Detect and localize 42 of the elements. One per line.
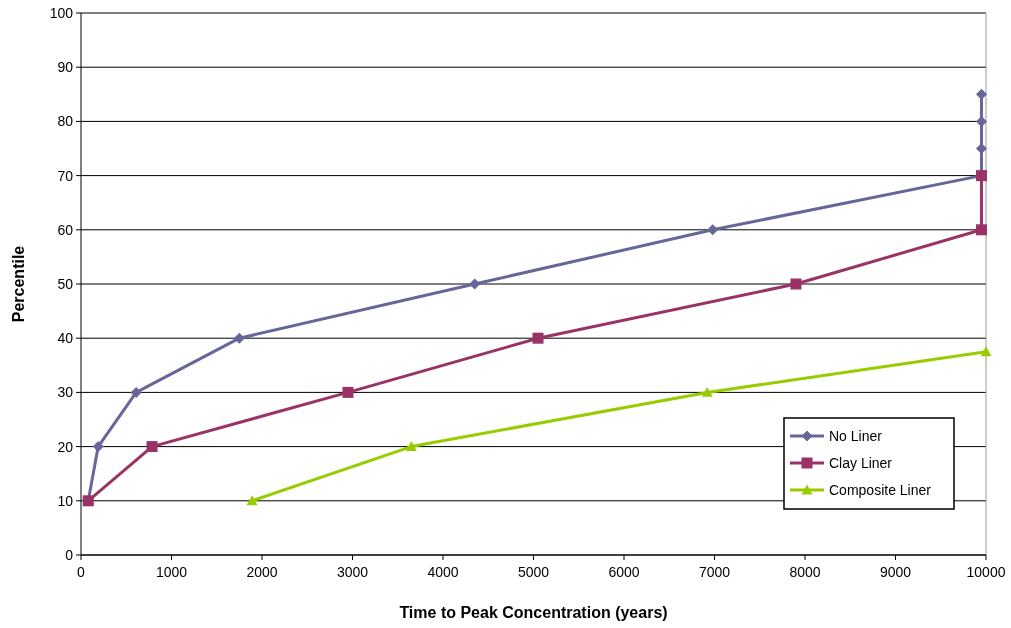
- point: [469, 278, 481, 290]
- y-tick-label: 60: [57, 221, 74, 238]
- x-tick-label: 8000: [789, 564, 821, 580]
- y-tick-label: 50: [57, 275, 74, 292]
- x-tick-label: 5000: [517, 564, 550, 580]
- point: [405, 441, 417, 451]
- x-tick-label: 6000: [608, 564, 640, 580]
- point: [707, 224, 719, 236]
- x-tick-label: 10000: [966, 564, 1006, 580]
- y-tick-label: 80: [57, 113, 74, 130]
- point: [975, 224, 987, 236]
- point: [246, 495, 258, 506]
- point: [532, 332, 544, 344]
- legend-label: No Liner: [829, 427, 883, 444]
- x-tick-label: 3000: [336, 564, 369, 580]
- x-tick-label: 7000: [698, 564, 731, 580]
- y-tick-label: 0: [65, 546, 74, 563]
- point: [790, 278, 802, 290]
- point: [980, 346, 992, 357]
- point: [975, 143, 987, 154]
- point: [233, 332, 245, 344]
- x-tick-label: 1000: [155, 564, 188, 580]
- y-tick-label: 10: [57, 492, 74, 509]
- point: [342, 386, 354, 398]
- y-tick-label: 90: [57, 59, 74, 76]
- y-axis-title: Percentile: [10, 245, 27, 323]
- point: [130, 386, 142, 398]
- legend-label: Composite Liner: [829, 481, 932, 498]
- y-tick-label: 40: [57, 330, 74, 347]
- x-tick-label: 9000: [879, 564, 912, 580]
- point: [701, 386, 713, 397]
- y-tick-label: 70: [57, 167, 74, 184]
- y-tick-label: 100: [49, 4, 74, 21]
- x-tick-label: 0: [77, 564, 86, 580]
- x-tick-label: 2000: [246, 564, 278, 580]
- y-tick-label: 20: [57, 438, 74, 455]
- y-tick-label: 30: [57, 384, 74, 401]
- legend-label: Clay Liner: [829, 454, 893, 471]
- x-tick-label: 4000: [427, 564, 459, 580]
- point: [92, 441, 104, 453]
- point: [146, 441, 158, 453]
- x-axis-title: Time to Peak Concentration (years): [399, 604, 668, 621]
